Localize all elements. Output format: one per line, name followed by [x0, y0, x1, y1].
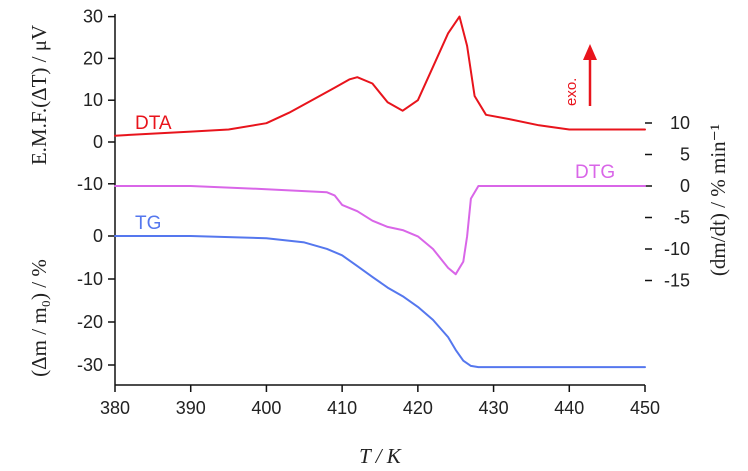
dtg-axis-title: (dm/dt) / % min⁻¹: [706, 124, 730, 276]
left-tick-label: 0: [93, 226, 103, 246]
left-tick-label: 20: [83, 48, 103, 68]
x-tick-label: 390: [176, 398, 206, 418]
series-label-tg: TG: [135, 213, 161, 234]
left-axis-ticks: 403020100-100-10-20-30: [77, 7, 115, 375]
x-tick-label: 410: [327, 398, 357, 418]
tg-axis-title: (Δm / m₀) / %: [27, 259, 51, 377]
x-axis-ticks: 380 390 400 410 420 430 440 450: [100, 385, 660, 418]
left-tick-label: -30: [77, 355, 103, 375]
dta-axis-title: E.M.F.(ΔT) / μV: [27, 25, 51, 165]
left-tick-label: 10: [83, 90, 103, 110]
x-tick-label: 430: [479, 398, 509, 418]
x-tick-label: 380: [100, 398, 130, 418]
x-tick-label: 420: [403, 398, 433, 418]
x-tick-label: 440: [554, 398, 584, 418]
series-layer: [114, 15, 646, 369]
series-line-dtg: [114, 185, 646, 276]
series-label-dtg: DTG: [575, 162, 615, 183]
series-label-dta: DTA: [135, 113, 172, 134]
right-tick-label: -5: [674, 208, 690, 228]
left-tick-label: 30: [83, 7, 103, 27]
x-tick-label: 400: [251, 398, 281, 418]
right-tick-label: -15: [664, 271, 690, 291]
exo-annotation: exo.: [563, 78, 580, 106]
series-line-tg: [114, 235, 646, 369]
right-axis-ticks: 10 5 0 -5 -10 -15: [645, 113, 690, 291]
right-tick-label: 10: [670, 113, 690, 133]
exo-arrow-icon: [583, 44, 597, 106]
right-tick-label: -10: [664, 239, 690, 259]
left-tick-label: -10: [77, 269, 103, 289]
right-tick-label: 0: [680, 176, 690, 196]
right-tick-label: 5: [680, 145, 690, 165]
x-axis-title: T / K: [359, 444, 402, 468]
left-tick-label: -10: [77, 174, 103, 194]
x-tick-label: 450: [630, 398, 660, 418]
left-tick-label: -20: [77, 312, 103, 332]
left-tick-label: 0: [93, 132, 103, 152]
series-line-dta: [114, 15, 646, 137]
